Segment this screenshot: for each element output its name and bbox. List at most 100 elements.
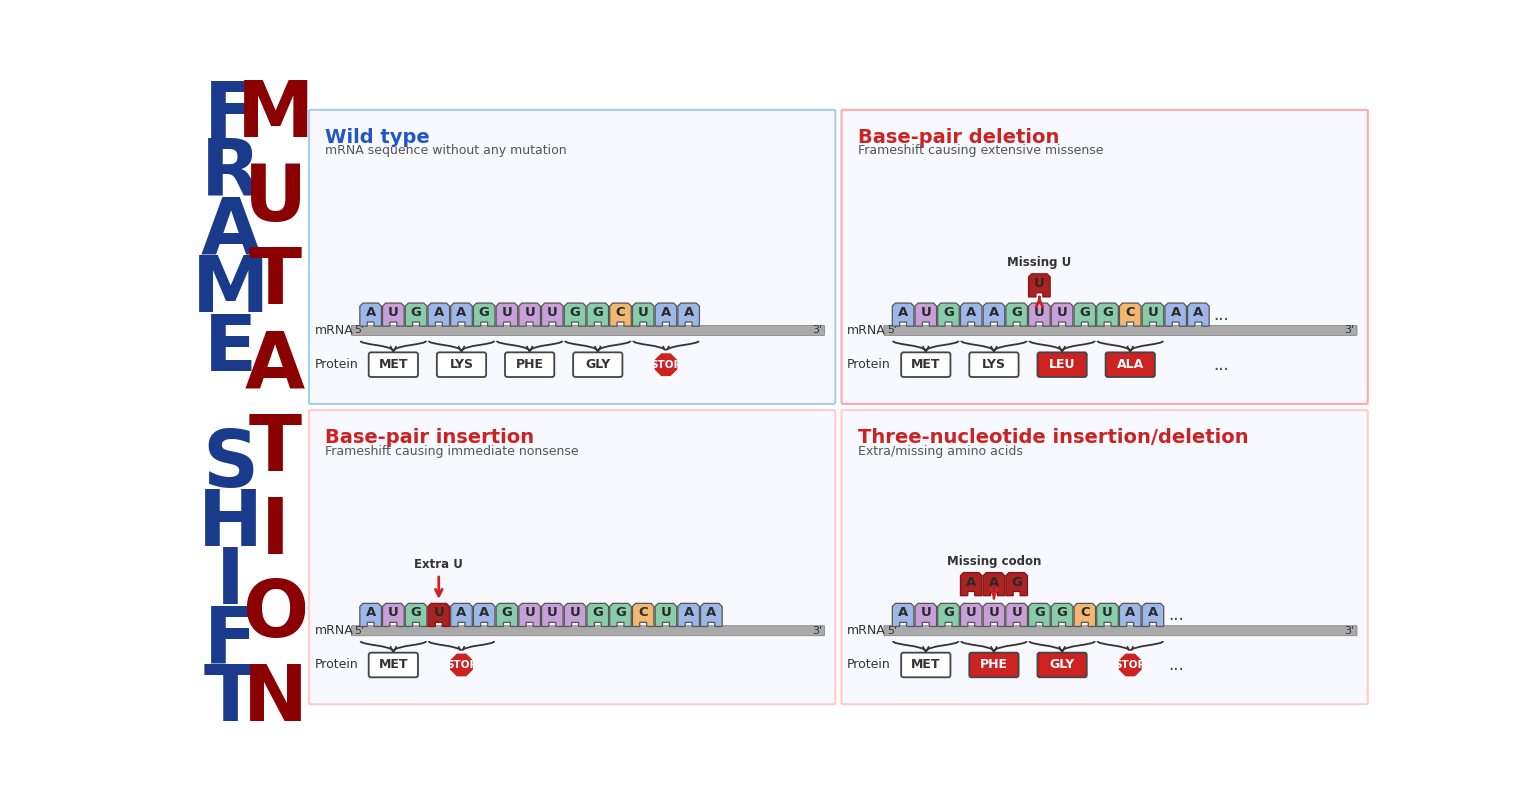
PathPatch shape bbox=[542, 303, 564, 326]
Text: 3': 3' bbox=[813, 326, 822, 335]
Text: mRNA: mRNA bbox=[846, 324, 886, 337]
PathPatch shape bbox=[677, 303, 699, 326]
Text: A: A bbox=[366, 606, 376, 619]
Text: H: H bbox=[198, 486, 263, 562]
Text: Missing U: Missing U bbox=[1008, 256, 1072, 269]
Text: U: U bbox=[524, 306, 535, 319]
Text: ALA: ALA bbox=[1117, 358, 1144, 372]
FancyBboxPatch shape bbox=[309, 110, 836, 404]
FancyBboxPatch shape bbox=[352, 326, 825, 335]
Text: A: A bbox=[456, 606, 467, 619]
Text: MET: MET bbox=[911, 358, 940, 372]
FancyBboxPatch shape bbox=[883, 625, 1356, 636]
PathPatch shape bbox=[915, 303, 937, 326]
Text: GLY: GLY bbox=[585, 358, 610, 372]
Text: STOP: STOP bbox=[1115, 660, 1146, 670]
Text: MET: MET bbox=[378, 358, 409, 372]
Text: G: G bbox=[593, 306, 604, 319]
Text: U: U bbox=[502, 306, 513, 319]
PathPatch shape bbox=[429, 303, 450, 326]
Text: I: I bbox=[217, 544, 244, 620]
Text: PHE: PHE bbox=[980, 659, 1008, 671]
PathPatch shape bbox=[633, 604, 654, 626]
Text: A: A bbox=[899, 606, 908, 619]
PathPatch shape bbox=[1051, 604, 1072, 626]
Text: Protein: Protein bbox=[846, 358, 891, 372]
Text: U: U bbox=[1034, 276, 1044, 290]
FancyBboxPatch shape bbox=[369, 653, 418, 677]
PathPatch shape bbox=[610, 604, 631, 626]
PathPatch shape bbox=[473, 303, 495, 326]
Text: U: U bbox=[966, 606, 977, 619]
Text: LYS: LYS bbox=[982, 358, 1006, 372]
Text: STOP: STOP bbox=[650, 359, 682, 370]
PathPatch shape bbox=[542, 604, 564, 626]
PathPatch shape bbox=[892, 604, 914, 626]
Text: M: M bbox=[192, 252, 269, 328]
Text: T: T bbox=[249, 244, 301, 320]
FancyBboxPatch shape bbox=[1106, 352, 1155, 377]
Text: 5': 5' bbox=[886, 326, 897, 335]
PathPatch shape bbox=[1120, 604, 1141, 626]
FancyBboxPatch shape bbox=[1037, 653, 1087, 677]
PathPatch shape bbox=[1097, 303, 1118, 326]
Text: A: A bbox=[966, 306, 977, 319]
PathPatch shape bbox=[1029, 604, 1051, 626]
Text: U: U bbox=[920, 606, 931, 619]
Text: A: A bbox=[479, 606, 490, 619]
Text: Extra U: Extra U bbox=[415, 558, 464, 571]
PathPatch shape bbox=[1143, 303, 1164, 326]
Text: G: G bbox=[1103, 306, 1114, 319]
Text: mRNA: mRNA bbox=[846, 624, 886, 638]
Text: U: U bbox=[244, 160, 307, 237]
PathPatch shape bbox=[406, 303, 427, 326]
Text: E: E bbox=[204, 310, 257, 387]
FancyBboxPatch shape bbox=[902, 352, 951, 377]
PathPatch shape bbox=[938, 604, 960, 626]
Text: S: S bbox=[203, 427, 258, 504]
Text: Wild type: Wild type bbox=[326, 127, 430, 147]
PathPatch shape bbox=[960, 604, 982, 626]
Text: MET: MET bbox=[911, 659, 940, 671]
PathPatch shape bbox=[1074, 303, 1095, 326]
Polygon shape bbox=[653, 352, 679, 377]
PathPatch shape bbox=[983, 572, 1005, 596]
PathPatch shape bbox=[359, 303, 381, 326]
Text: Protein: Protein bbox=[846, 659, 891, 671]
Text: U: U bbox=[389, 606, 399, 619]
Text: A: A bbox=[433, 306, 444, 319]
PathPatch shape bbox=[587, 303, 608, 326]
PathPatch shape bbox=[1029, 303, 1051, 326]
Text: Extra/missing amino acids: Extra/missing amino acids bbox=[857, 445, 1023, 458]
Text: LEU: LEU bbox=[1049, 358, 1075, 372]
Text: G: G bbox=[1080, 306, 1091, 319]
Text: Base-pair deletion: Base-pair deletion bbox=[857, 127, 1058, 147]
Text: U: U bbox=[1011, 606, 1021, 619]
PathPatch shape bbox=[633, 303, 654, 326]
FancyBboxPatch shape bbox=[883, 326, 1356, 335]
PathPatch shape bbox=[1051, 303, 1072, 326]
Text: 5': 5' bbox=[886, 625, 897, 636]
Text: A: A bbox=[684, 606, 694, 619]
Polygon shape bbox=[1117, 652, 1143, 678]
PathPatch shape bbox=[429, 604, 450, 626]
Text: A: A bbox=[899, 306, 908, 319]
PathPatch shape bbox=[359, 604, 381, 626]
Text: F: F bbox=[204, 603, 257, 679]
Text: R: R bbox=[201, 135, 261, 211]
Text: 3': 3' bbox=[1344, 625, 1355, 636]
Text: U: U bbox=[389, 306, 399, 319]
Text: MET: MET bbox=[378, 659, 409, 671]
PathPatch shape bbox=[915, 604, 937, 626]
PathPatch shape bbox=[610, 303, 631, 326]
Text: G: G bbox=[1034, 606, 1044, 619]
Text: A: A bbox=[366, 306, 376, 319]
PathPatch shape bbox=[656, 303, 677, 326]
Text: LYS: LYS bbox=[450, 358, 473, 372]
Text: M: M bbox=[237, 77, 313, 153]
Text: T: T bbox=[204, 661, 257, 737]
Text: G: G bbox=[593, 606, 604, 619]
PathPatch shape bbox=[406, 604, 427, 626]
Text: A: A bbox=[200, 194, 261, 270]
PathPatch shape bbox=[382, 604, 404, 626]
